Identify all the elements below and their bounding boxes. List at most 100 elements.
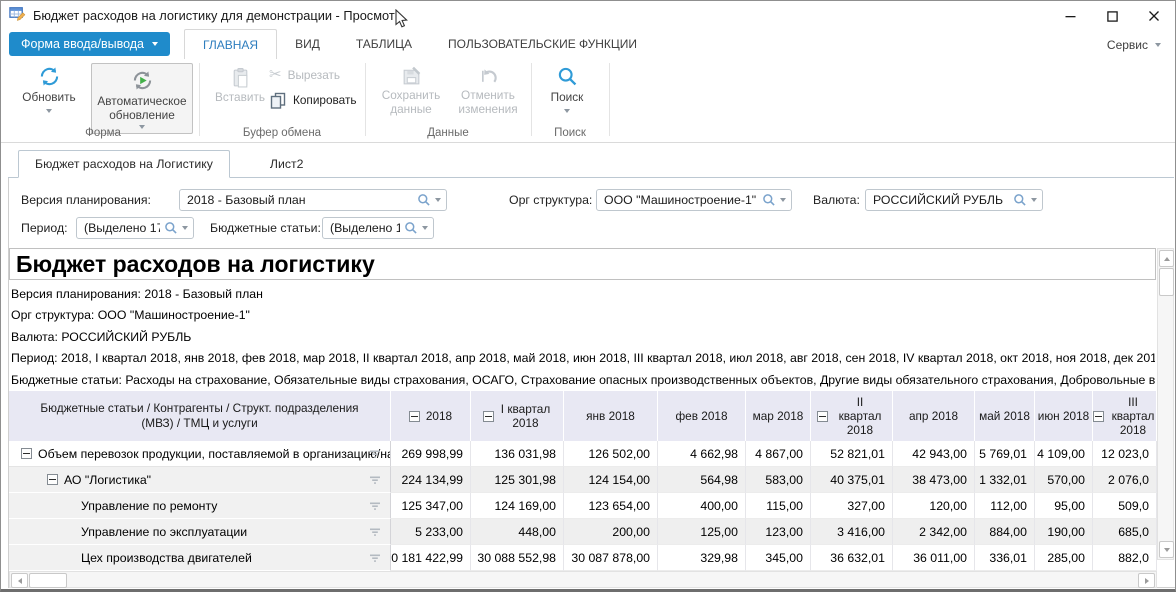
row-header-cell[interactable]: Управление по ремонту [9, 493, 391, 519]
sheet-tab-1[interactable]: Лист2 [229, 151, 344, 177]
row-header-cell[interactable]: Управление по эксплуатации [9, 519, 391, 545]
data-cell[interactable]: 5 233,00 [391, 519, 471, 545]
ribbon-tab-0[interactable]: ГЛАВНАЯ [184, 29, 278, 59]
data-cell[interactable]: 190,00 [1035, 519, 1093, 545]
vertical-scrollbar-thumb[interactable] [1159, 268, 1174, 296]
column-header-8[interactable]: май 2018 [975, 391, 1035, 441]
search-button[interactable]: Поиск [539, 65, 595, 113]
search-icon[interactable] [1013, 193, 1027, 207]
data-cell[interactable]: 124 154,00 [564, 467, 658, 493]
filter-input-org[interactable]: ООО "Машиностроение-1" [596, 189, 792, 211]
search-icon[interactable] [404, 221, 418, 235]
data-cell[interactable]: 583,00 [746, 467, 811, 493]
row-header-cell[interactable]: АО "Логистика" [9, 467, 391, 493]
dropdown-caret-icon[interactable] [422, 226, 428, 230]
data-cell[interactable]: 1 332,01 [975, 467, 1035, 493]
search-icon[interactable] [417, 193, 431, 207]
data-cell[interactable]: 224 134,99 [391, 467, 471, 493]
data-cell[interactable]: 123,00 [746, 519, 811, 545]
data-cell[interactable]: 884,00 [975, 519, 1035, 545]
data-cell[interactable]: 125 301,98 [471, 467, 564, 493]
form-io-menu-button[interactable]: Форма ввода/вывода [9, 32, 171, 56]
auto-refresh-button[interactable]: Автоматическое обновление [91, 63, 193, 134]
data-cell[interactable]: 124 169,00 [471, 493, 564, 519]
column-header-5[interactable]: мар 2018 [746, 391, 811, 441]
data-cell[interactable]: 38 473,00 [893, 467, 975, 493]
filter-funnel-icon[interactable] [369, 526, 381, 541]
data-cell[interactable]: 882,0 [1093, 545, 1157, 571]
filter-input-period[interactable]: (Выделено 17 и [76, 217, 194, 239]
ribbon-tab-3[interactable]: ПОЛЬЗОВАТЕЛЬСКИЕ ФУНКЦИИ [448, 37, 638, 51]
data-cell[interactable]: 125,00 [658, 519, 746, 545]
data-cell[interactable]: 200,00 [564, 519, 658, 545]
data-cell[interactable]: 126 502,00 [564, 441, 658, 467]
vertical-scrollbar[interactable] [1157, 248, 1174, 560]
data-cell[interactable]: 269 998,99 [391, 441, 471, 467]
filter-funnel-icon[interactable] [369, 474, 381, 489]
search-icon[interactable] [164, 221, 178, 235]
paste-button[interactable]: Вставить [209, 67, 271, 105]
data-cell[interactable]: 509,0 [1093, 493, 1157, 519]
data-cell[interactable]: 2 342,00 [893, 519, 975, 545]
column-header-0[interactable]: Бюджетные статьи / Контрагенты / Структ.… [9, 391, 391, 441]
undo-changes-button[interactable]: Отменить изменения [449, 65, 527, 117]
ribbon-tab-1[interactable]: ВИД [295, 37, 320, 51]
data-cell[interactable]: 123 654,00 [564, 493, 658, 519]
data-cell[interactable]: 12 023,0 [1093, 441, 1157, 467]
scroll-up-button[interactable] [1159, 250, 1174, 267]
data-cell[interactable]: 115,00 [746, 493, 811, 519]
data-cell[interactable]: 564,98 [658, 467, 746, 493]
column-header-9[interactable]: июн 2018 [1035, 391, 1093, 441]
data-cell[interactable]: 2 076,0 [1093, 467, 1157, 493]
data-cell[interactable]: 345,00 [746, 545, 811, 571]
dropdown-caret-icon[interactable] [780, 198, 786, 202]
save-data-button[interactable]: Сохранить данные [375, 65, 447, 117]
collapse-icon[interactable] [21, 448, 32, 459]
filter-funnel-icon[interactable] [369, 552, 381, 567]
data-cell[interactable]: 136 031,98 [471, 441, 564, 467]
filter-input-budget_items[interactable]: (Выделено 18 и [322, 217, 434, 239]
filter-funnel-icon[interactable] [369, 500, 381, 515]
data-cell[interactable]: 329,98 [658, 545, 746, 571]
data-cell[interactable]: 448,00 [471, 519, 564, 545]
data-cell[interactable]: 36 632,01 [811, 545, 893, 571]
column-header-1[interactable]: 2018 [391, 391, 471, 441]
column-header-3[interactable]: янв 2018 [564, 391, 658, 441]
collapse-icon[interactable] [817, 410, 828, 422]
maximize-button[interactable] [1091, 1, 1133, 31]
data-cell[interactable]: 685,0 [1093, 519, 1157, 545]
data-cell[interactable]: 30 181 422,99 [391, 545, 471, 571]
filter-input-version[interactable]: 2018 - Базовый план [179, 189, 447, 211]
close-button[interactable] [1133, 1, 1175, 31]
column-header-4[interactable]: фев 2018 [658, 391, 746, 441]
copy-button[interactable]: Копировать [269, 91, 357, 109]
data-cell[interactable]: 30 087 878,00 [564, 545, 658, 571]
refresh-button[interactable]: Обновить [13, 65, 85, 113]
data-cell[interactable]: 400,00 [658, 493, 746, 519]
column-header-7[interactable]: апр 2018 [893, 391, 975, 441]
column-header-6[interactable]: II квартал 2018 [811, 391, 893, 441]
data-cell[interactable]: 52 821,01 [811, 441, 893, 467]
data-cell[interactable]: 336,01 [975, 545, 1035, 571]
row-header-cell[interactable]: Цех производства двигателей [9, 545, 391, 571]
data-cell[interactable]: 95,00 [1035, 493, 1093, 519]
filter-funnel-icon[interactable] [369, 448, 381, 463]
collapse-icon[interactable] [47, 474, 58, 485]
scroll-right-button[interactable] [1138, 573, 1155, 588]
data-cell[interactable]: 5 769,01 [975, 441, 1035, 467]
collapse-icon[interactable] [1093, 410, 1104, 422]
data-cell[interactable]: 4 867,00 [746, 441, 811, 467]
ribbon-tab-2[interactable]: ТАБЛИЦА [355, 37, 413, 51]
data-cell[interactable]: 570,00 [1035, 467, 1093, 493]
column-header-10[interactable]: III квартал 2018 [1093, 391, 1157, 441]
horizontal-scrollbar-thumb[interactable] [29, 573, 67, 588]
horizontal-scrollbar[interactable] [9, 571, 1157, 588]
scroll-down-button[interactable] [1159, 541, 1174, 558]
data-cell[interactable]: 42 943,00 [893, 441, 975, 467]
dropdown-caret-icon[interactable] [435, 198, 441, 202]
cut-button[interactable]: ✂ Вырезать [269, 67, 340, 82]
column-header-2[interactable]: I квартал 2018 [471, 391, 564, 441]
data-cell[interactable]: 4 662,98 [658, 441, 746, 467]
dropdown-caret-icon[interactable] [1031, 198, 1037, 202]
row-header-cell[interactable]: Объем перевозок продукции, поставляемой … [9, 441, 391, 467]
